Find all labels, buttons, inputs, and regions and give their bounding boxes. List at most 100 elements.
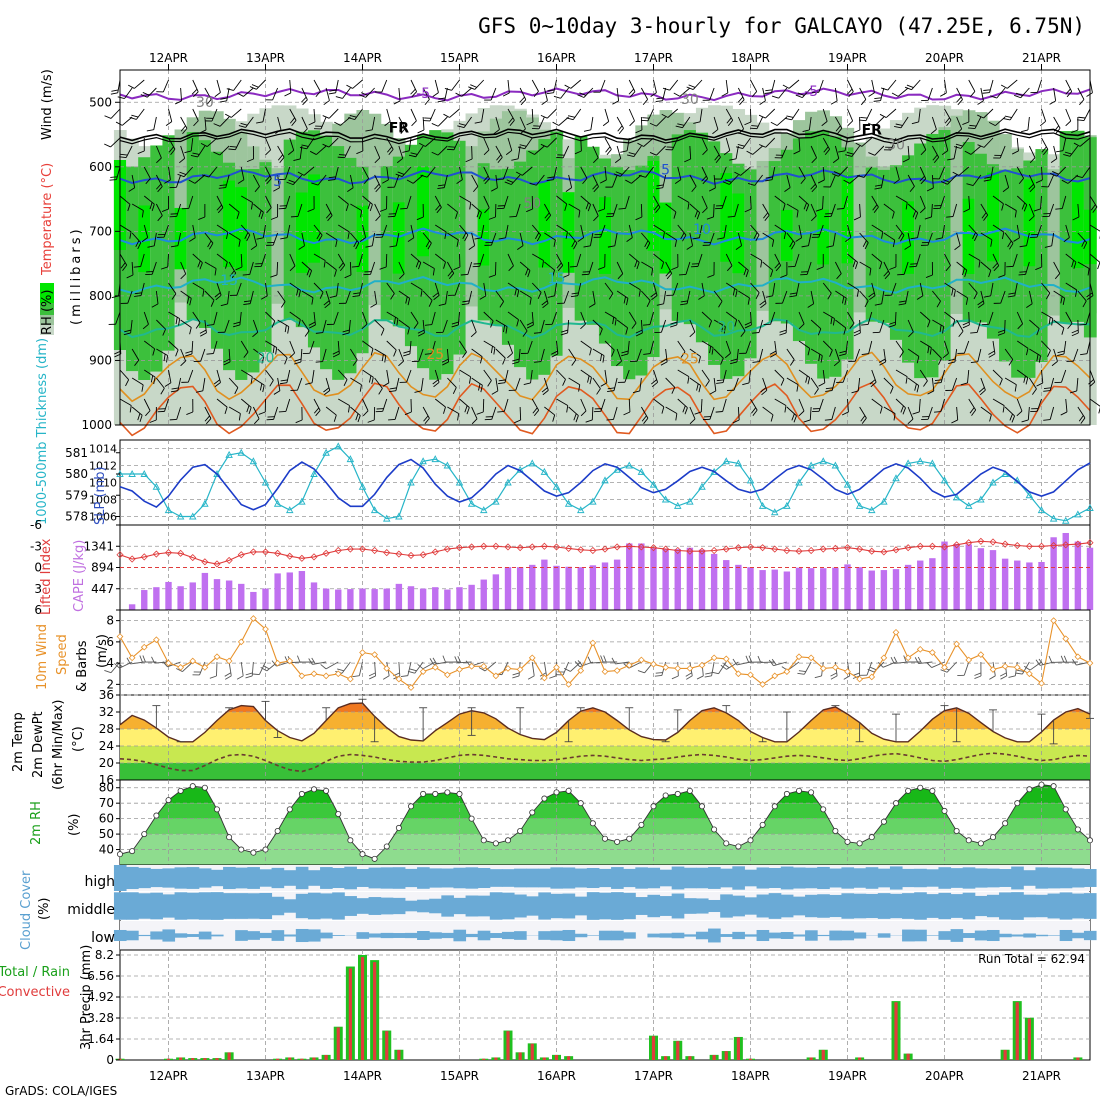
contour-label-15: 30 — [887, 137, 905, 153]
wind-point-0 — [116, 633, 124, 640]
cloud-low-57 — [805, 930, 818, 941]
cloud-middle-18 — [332, 892, 345, 920]
cloud-high-62 — [865, 867, 879, 889]
cloud-high-18 — [332, 867, 345, 889]
cloud-high-41 — [611, 867, 624, 889]
precip-conv-36 — [554, 1054, 559, 1060]
cloud-middle-71 — [974, 895, 988, 917]
cloud-middle-31 — [489, 892, 503, 920]
temp-tick-20: 20 — [99, 756, 114, 770]
thickness-point-29 — [467, 499, 476, 507]
cloud-middle-74 — [1011, 892, 1024, 920]
lifted-point-46 — [674, 546, 682, 555]
rh-legend-70 — [40, 303, 54, 315]
rh-point-19 — [347, 837, 354, 844]
precip-tick-1_64: 1.64 — [87, 1032, 114, 1046]
cape-bar-12 — [262, 588, 269, 610]
thickness-point-4 — [164, 506, 173, 514]
wind10m-label-1: 10m Wind — [35, 624, 50, 690]
cape-bar-24 — [407, 586, 415, 610]
cloud-high-4 — [162, 868, 176, 888]
cape-bar-13 — [274, 573, 281, 610]
thickness-point-2 — [140, 470, 149, 477]
cape-bar-11 — [250, 591, 257, 610]
lifted-point-53 — [759, 544, 767, 552]
cape-bar-37 — [565, 566, 572, 610]
precip-conv-44 — [651, 1036, 656, 1060]
rh-legend-30 — [40, 325, 54, 335]
thickness-point-12 — [261, 478, 270, 486]
cloud-middle-20 — [356, 898, 370, 914]
isotherm-20 — [119, 317, 1091, 340]
thickness-point-77 — [1049, 514, 1058, 522]
cloud-low-54 — [768, 932, 782, 939]
wind-point-28 — [456, 666, 463, 673]
cape-axis-label: CAPE (J/kg) — [72, 540, 87, 612]
wind-point-74 — [1013, 664, 1021, 671]
rh-point-1 — [129, 848, 136, 855]
lifted-point-60 — [843, 544, 852, 552]
thickness-point-62 — [867, 506, 876, 514]
thickness-point-52 — [746, 476, 755, 484]
temp-label-2: 2m DewPt — [31, 711, 46, 778]
lifted-point-28 — [455, 544, 464, 552]
cloud-low-50 — [720, 934, 733, 937]
precip-tick-8_2: 8.2 — [95, 948, 114, 962]
cloud-high-54 — [768, 867, 782, 889]
precip-conv-45 — [664, 1056, 668, 1060]
cape-bar-39 — [589, 565, 597, 610]
rh-point-34 — [529, 809, 536, 816]
cape-bar-60 — [844, 564, 851, 610]
wind-point-69 — [953, 640, 960, 648]
precip-conv-57 — [809, 1057, 813, 1060]
thickness-point-63 — [880, 497, 888, 505]
cloud-middle-55 — [780, 894, 794, 918]
cloud-middle-64 — [889, 893, 903, 919]
rh-point-35 — [541, 795, 548, 802]
wind-point-5 — [177, 664, 184, 671]
bottom-date-axis: 12APR 13APR 14APR 15APR 16APR 17APR 18APR 19APR… — [149, 1069, 1061, 1083]
thickness-point-13 — [273, 499, 282, 507]
cloud-high-53 — [756, 867, 770, 889]
cape-bar-58 — [820, 568, 827, 610]
wind-point-56 — [795, 653, 803, 661]
rh-point-30 — [480, 837, 487, 844]
cloud-middle-57 — [805, 894, 818, 918]
wind-point-34 — [528, 654, 536, 662]
cloud-low-24 — [404, 932, 418, 939]
thickness-point-21 — [370, 506, 379, 514]
cloud-high-63 — [877, 868, 891, 888]
bottom-date-18APR: 18APR — [731, 1069, 770, 1083]
precip-axis-label: 3hr Precip (mm) — [79, 945, 94, 1050]
cape-bar-27 — [444, 589, 451, 610]
precip-conv-52 — [748, 1058, 753, 1060]
thickness-point-47 — [686, 497, 694, 505]
temp-lines — [119, 698, 1094, 773]
temp-label-4: (°C) — [71, 726, 86, 752]
rh-point-77 — [1050, 783, 1057, 790]
cloud-middle-17 — [320, 893, 333, 919]
cape-bar-15 — [298, 571, 306, 610]
cloud-low-4 — [162, 929, 176, 942]
cloud-high-7 — [198, 868, 212, 888]
wind-point-75 — [1026, 670, 1033, 678]
rh-point-7 — [201, 784, 208, 791]
lifted-point-38 — [577, 546, 585, 554]
lifted-point-50 — [722, 545, 730, 553]
cloud-low-20 — [356, 932, 370, 939]
lifted-tick-0: 0 — [34, 561, 42, 575]
temp-label-3: (6hr Min/Max) — [51, 700, 66, 790]
cloud-high-43 — [635, 867, 648, 889]
cloud-middle-75 — [1023, 894, 1036, 918]
cloud-high-30 — [477, 867, 491, 889]
wind-point-15 — [298, 672, 306, 680]
pressure-axis: 500 600 700 800 900 1000 — [81, 95, 120, 432]
wind-point-23 — [395, 675, 403, 683]
cloud-middle-3 — [150, 892, 163, 920]
rh-point-52 — [747, 837, 754, 844]
thickness-point-31 — [492, 497, 500, 505]
cloud-high-75 — [1023, 870, 1036, 886]
lifted-point-30 — [480, 542, 488, 550]
cloud-low-80 — [1083, 930, 1097, 941]
